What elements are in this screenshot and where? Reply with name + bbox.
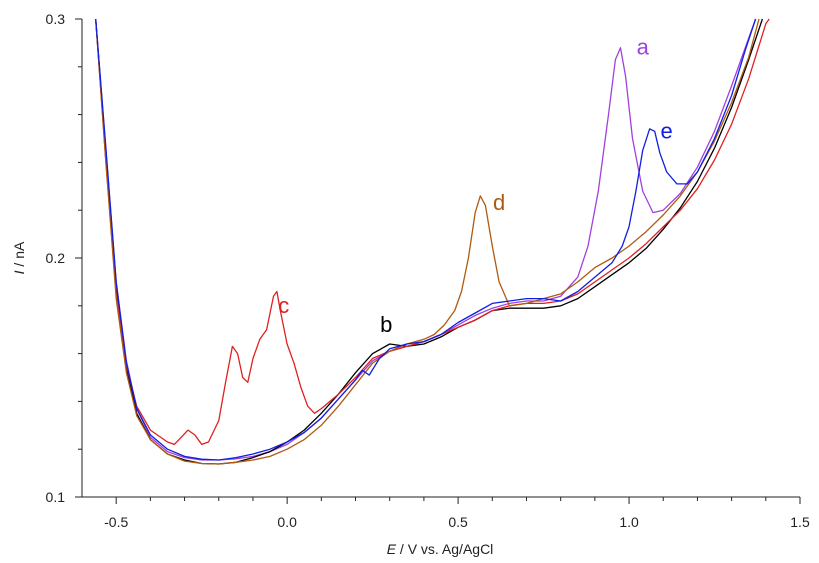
series-label-c: c — [278, 293, 289, 318]
series-label-b: b — [380, 312, 392, 337]
x-tick-label: 0.0 — [277, 514, 297, 530]
x-tick-label: -0.5 — [104, 514, 128, 530]
series-line-a — [95, 18, 757, 461]
x-tick-label: 1.0 — [619, 514, 639, 530]
series-line-c — [95, 18, 770, 446]
series-label-d: d — [493, 190, 505, 215]
ticks-group: -0.5 0.0 0.5 1.0 1.5 0.1 0.2 0.3 — [46, 11, 810, 530]
series-line-d — [95, 18, 760, 465]
plot-series-group — [95, 18, 770, 465]
y-tick-label: 0.1 — [46, 489, 66, 505]
x-tick-label: 1.5 — [790, 514, 810, 530]
y-axis-title: I / nA — [11, 241, 27, 274]
x-axis-title: E / V vs. Ag/AgCl — [387, 541, 494, 557]
series-line-b — [95, 18, 764, 465]
y-tick-label: 0.3 — [46, 11, 66, 27]
series-label-a: a — [637, 35, 650, 60]
series-line-e — [95, 18, 757, 461]
series-labels-group: a b c d e — [278, 35, 673, 337]
y-tick-label: 0.2 — [46, 250, 66, 266]
axes-group — [81, 19, 800, 498]
series-label-e: e — [661, 118, 673, 143]
x-tick-label: 0.5 — [448, 514, 468, 530]
